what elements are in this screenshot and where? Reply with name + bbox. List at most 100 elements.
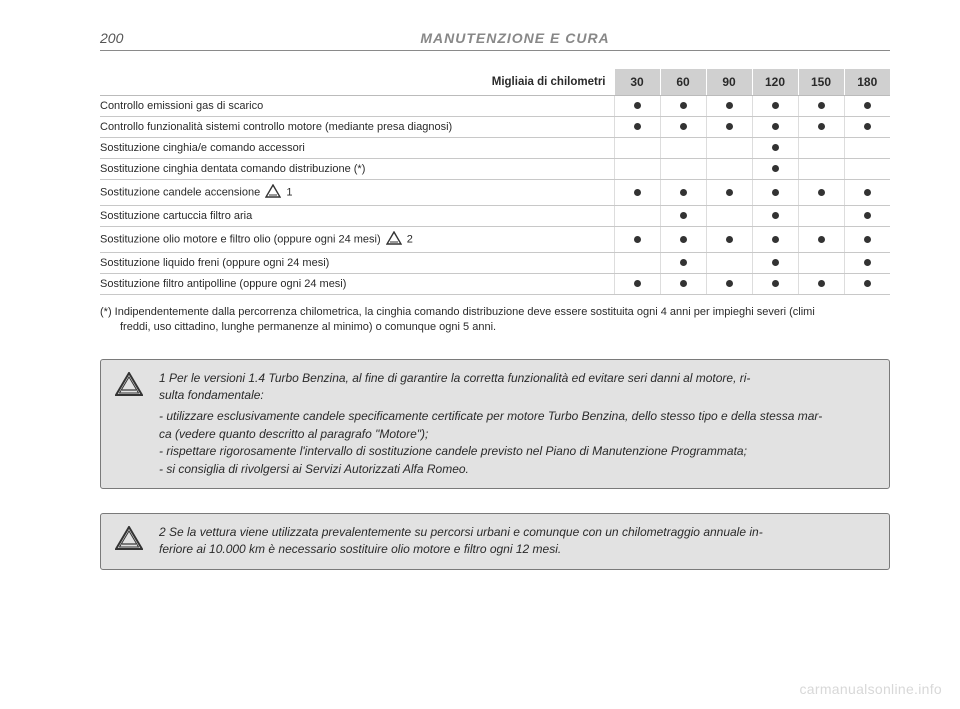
row-label-text: Controllo funzionalità sistemi controllo… [100, 121, 452, 133]
km-col: 180 [844, 69, 890, 96]
km-col: 30 [614, 69, 660, 96]
dot-icon [864, 189, 871, 196]
dot-icon [818, 123, 825, 130]
row-label-text: Sostituzione candele accensione [100, 186, 260, 198]
warning1-lead2: sulta fondamentale: [159, 388, 264, 402]
row-label-text: Sostituzione cinghia/e comando accessori [100, 142, 305, 154]
mark-cell [798, 227, 844, 253]
mark-cell [706, 206, 752, 227]
table-row: Sostituzione candele accensione 1 [100, 180, 890, 206]
dot-icon [772, 189, 779, 196]
table-row: Controllo emissioni gas di scarico [100, 96, 890, 117]
row-label-text: Sostituzione filtro antipolline (oppure … [100, 278, 346, 290]
mark-cell [660, 227, 706, 253]
dot-icon [680, 189, 687, 196]
mark-cell [844, 138, 890, 159]
dot-icon [634, 189, 641, 196]
dot-icon [772, 212, 779, 219]
mark-cell [798, 180, 844, 206]
table-header-row: Migliaia di chilometri 30 60 90 120 150 … [100, 69, 890, 96]
dot-icon [864, 259, 871, 266]
warning-box-1: 1 Per le versioni 1.4 Turbo Benzina, al … [100, 359, 890, 489]
mark-cell [752, 117, 798, 138]
row-label: Sostituzione candele accensione 1 [100, 180, 614, 206]
mark-cell [614, 206, 660, 227]
mark-cell [844, 96, 890, 117]
mark-cell [798, 253, 844, 274]
mark-cell [706, 253, 752, 274]
row-label-text: Sostituzione liquido freni (oppure ogni … [100, 257, 329, 269]
row-icon-number: 1 [283, 186, 292, 198]
footnote-line2: freddi, uso cittadino, lunghe permanenze… [100, 320, 890, 335]
dot-icon [772, 144, 779, 151]
mark-cell [752, 159, 798, 180]
row-label: Sostituzione cinghia dentata comando dis… [100, 159, 614, 180]
warning1-item: - si consiglia di rivolgersi ai Servizi … [159, 461, 873, 478]
row-icon-number: 2 [404, 233, 413, 245]
dot-icon [818, 280, 825, 287]
page-header: 200 MANUTENZIONE E CURA [100, 30, 890, 51]
warning-triangle-icon [386, 231, 402, 248]
dot-icon [726, 123, 733, 130]
mark-cell [798, 117, 844, 138]
mark-cell [844, 206, 890, 227]
mark-cell [660, 159, 706, 180]
dot-icon [864, 123, 871, 130]
watermark-text: carmanualsonline.info [800, 681, 943, 697]
row-label-text: Controllo emissioni gas di scarico [100, 100, 263, 112]
row-label: Sostituzione olio motore e filtro olio (… [100, 227, 614, 253]
mark-cell [752, 206, 798, 227]
dot-icon [680, 102, 687, 109]
dot-icon [680, 212, 687, 219]
mark-cell [752, 274, 798, 295]
dot-icon [772, 102, 779, 109]
mark-cell [706, 227, 752, 253]
table-header-label: Migliaia di chilometri [100, 69, 614, 96]
dot-icon [726, 189, 733, 196]
mark-cell [614, 96, 660, 117]
mark-cell [798, 138, 844, 159]
dot-icon [634, 280, 641, 287]
mark-cell [706, 117, 752, 138]
warning2-lead2: feriore ai 10.000 km è necessario sostit… [159, 542, 561, 556]
mark-cell [614, 253, 660, 274]
mark-cell [614, 274, 660, 295]
mark-cell [660, 180, 706, 206]
mark-cell [844, 274, 890, 295]
mark-cell [844, 227, 890, 253]
mark-cell [614, 138, 660, 159]
dot-icon [818, 236, 825, 243]
warning-triangle-icon [265, 184, 281, 201]
dot-icon [726, 280, 733, 287]
dot-icon [864, 280, 871, 287]
warning-box-2: 2 Se la vettura viene utilizzata prevale… [100, 513, 890, 570]
table-row: Sostituzione filtro antipolline (oppure … [100, 274, 890, 295]
mark-cell [798, 159, 844, 180]
dot-icon [772, 165, 779, 172]
mark-cell [844, 253, 890, 274]
mark-cell [660, 117, 706, 138]
table-row: Sostituzione cartuccia filtro aria [100, 206, 890, 227]
km-col: 120 [752, 69, 798, 96]
warning1-list: - utilizzare esclusivamente candele spec… [159, 408, 873, 478]
dot-icon [818, 102, 825, 109]
dot-icon [818, 189, 825, 196]
dot-icon [680, 259, 687, 266]
km-col: 60 [660, 69, 706, 96]
warning1-item: - rispettare rigorosamente l'intervallo … [159, 443, 873, 460]
mark-cell [660, 253, 706, 274]
mark-cell [660, 96, 706, 117]
mark-cell [752, 96, 798, 117]
table-footnote: (*) Indipendentemente dalla percorrenza … [100, 305, 890, 335]
dot-icon [864, 212, 871, 219]
mark-cell [660, 274, 706, 295]
row-label: Sostituzione cinghia/e comando accessori [100, 138, 614, 159]
dot-icon [772, 259, 779, 266]
row-label-text: Sostituzione olio motore e filtro olio (… [100, 233, 381, 245]
warning-triangle-icon [115, 372, 143, 401]
dot-icon [726, 102, 733, 109]
km-col: 150 [798, 69, 844, 96]
mark-cell [844, 180, 890, 206]
dot-icon [726, 236, 733, 243]
table-row: Sostituzione cinghia/e comando accessori [100, 138, 890, 159]
